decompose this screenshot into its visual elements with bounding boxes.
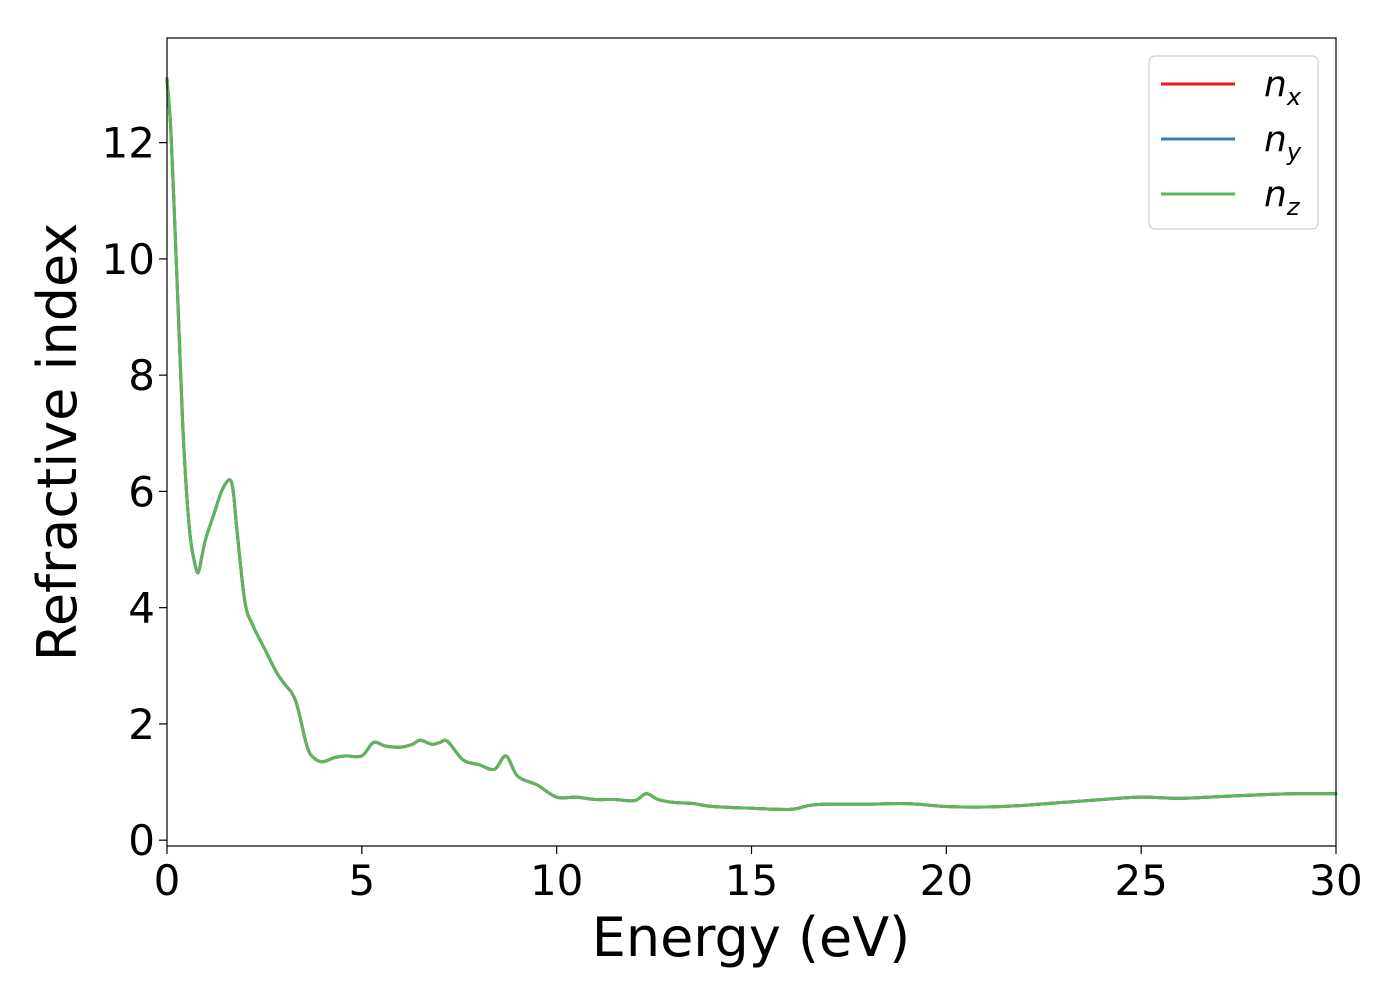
x-axis-label: Energy (eV) bbox=[592, 906, 911, 969]
x-tick-label: 15 bbox=[725, 856, 778, 905]
x-axis: 0 5 10 15 20 25 30 bbox=[154, 846, 1363, 905]
x-tick-label: 0 bbox=[154, 856, 181, 905]
legend-label-n-x: nx bbox=[1264, 64, 1302, 111]
y-tick-label: 6 bbox=[128, 467, 155, 516]
y-tick-label: 4 bbox=[128, 584, 155, 633]
y-tick-label: 2 bbox=[128, 700, 155, 749]
y-tick-label: 10 bbox=[102, 235, 155, 284]
legend: nx ny nz bbox=[1148, 55, 1319, 230]
legend-label-n-y: ny bbox=[1264, 119, 1302, 166]
x-tick-label: 25 bbox=[1114, 856, 1167, 905]
series-line-n-z bbox=[165, 77, 1338, 811]
x-tick-label: 20 bbox=[920, 856, 973, 905]
y-tick-label: 0 bbox=[128, 816, 155, 865]
y-axis: 0 2 4 6 8 10 12 bbox=[102, 119, 167, 865]
x-tick-label: 10 bbox=[530, 856, 583, 905]
legend-label-n-z: nz bbox=[1264, 174, 1301, 221]
plot-background bbox=[167, 38, 1336, 846]
x-tick-label: 30 bbox=[1309, 856, 1362, 905]
y-axis-label: Refractive index bbox=[26, 223, 89, 662]
y-tick-label: 12 bbox=[102, 119, 155, 168]
legend-box bbox=[1148, 55, 1319, 230]
series-layer bbox=[165, 77, 1338, 811]
y-tick-label: 8 bbox=[128, 351, 155, 400]
x-tick-label: 5 bbox=[348, 856, 375, 905]
